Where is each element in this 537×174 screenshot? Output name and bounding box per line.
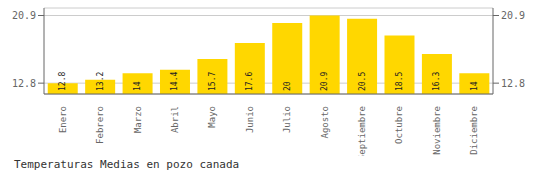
- svg-text:Octubre: Octubre: [394, 106, 404, 144]
- svg-text:12.8: 12.8: [12, 78, 36, 89]
- svg-text:Marzo: Marzo: [133, 106, 143, 133]
- svg-text:Julio: Julio: [282, 106, 292, 133]
- svg-text:Mayo: Mayo: [207, 106, 217, 128]
- svg-text:14: 14: [470, 81, 479, 91]
- svg-text:15.7: 15.7: [208, 72, 217, 91]
- svg-text:Septiembre: Septiembre: [357, 106, 367, 156]
- svg-text:20.9: 20.9: [501, 10, 525, 21]
- html-text:Temperaturas Medias en pozo ca: Temperaturas Medias en pozo canada: [14, 158, 240, 171]
- svg-text:Noviembre: Noviembre: [432, 106, 442, 155]
- svg-text:17.6: 17.6: [245, 72, 254, 91]
- svg-text:Agosto: Agosto: [320, 106, 330, 139]
- svg-text:14.4: 14.4: [170, 72, 179, 91]
- svg-text:Abril: Abril: [170, 106, 180, 133]
- svg-text:Febrero: Febrero: [95, 106, 105, 144]
- svg-text:13.2: 13.2: [96, 72, 105, 91]
- svg-text:Enero: Enero: [58, 106, 68, 133]
- svg-text:20.9: 20.9: [320, 72, 329, 91]
- svg-text:Diciembre: Diciembre: [469, 106, 479, 155]
- svg-text:12.8: 12.8: [58, 72, 67, 91]
- svg-text:20: 20: [283, 81, 292, 91]
- svg-text:16.3: 16.3: [432, 72, 441, 91]
- svg-text:Junio: Junio: [245, 106, 255, 133]
- svg-text:18.5: 18.5: [395, 72, 404, 91]
- svg-text:20.5: 20.5: [358, 72, 367, 91]
- svg-text:12.8: 12.8: [501, 78, 525, 89]
- svg-text:20.9: 20.9: [12, 10, 36, 21]
- svg-text:14: 14: [133, 81, 142, 91]
